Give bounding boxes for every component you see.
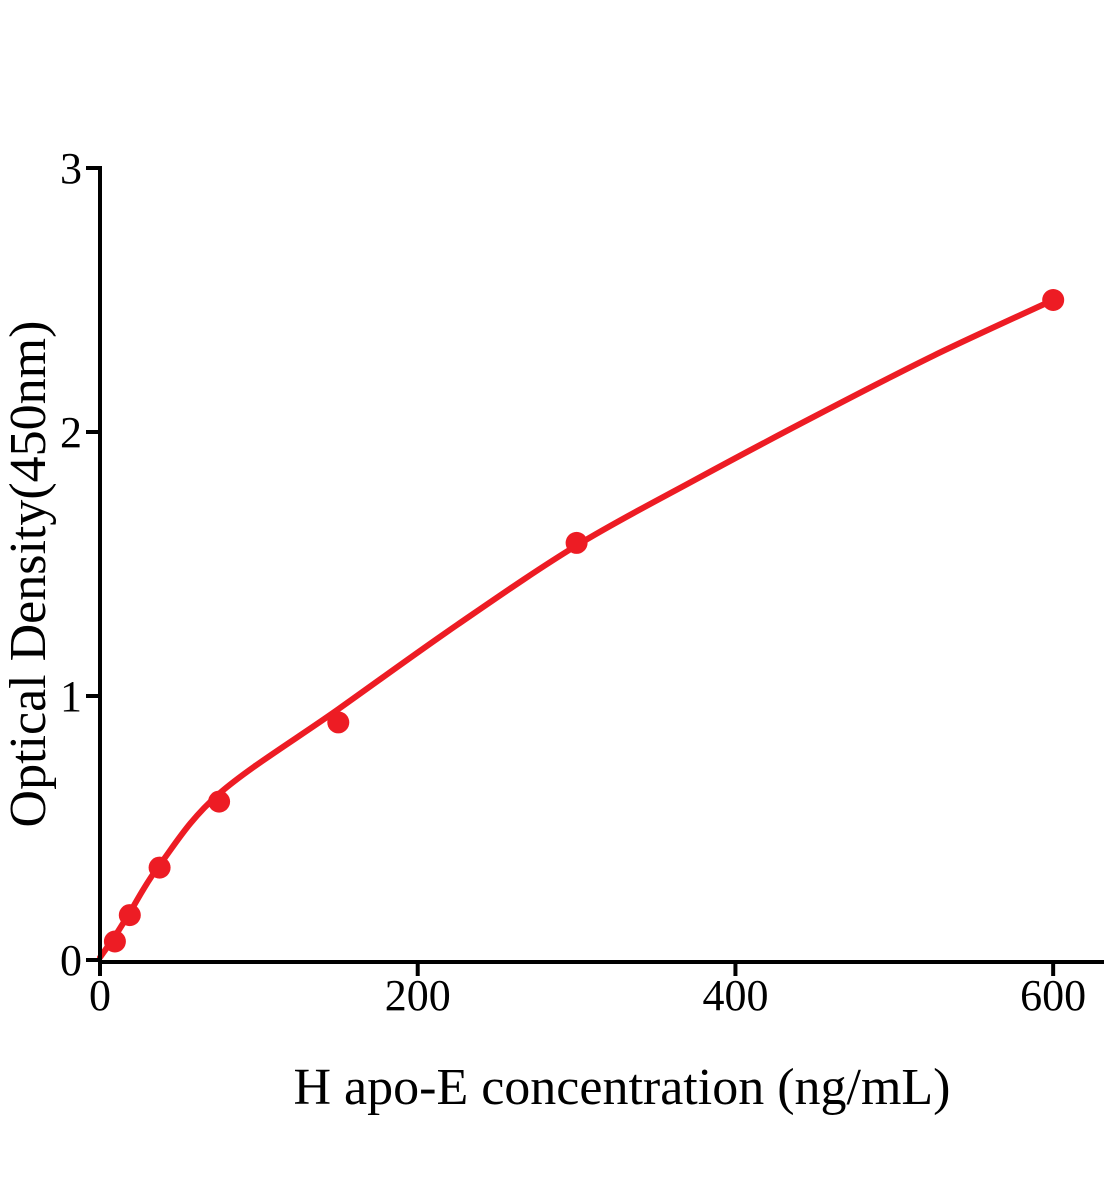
y-tick-label: 0 [60,936,82,985]
y-tick-label: 2 [60,408,82,457]
data-point-marker [1042,289,1065,311]
data-point-marker [103,930,126,953]
data-point-marker [148,856,171,879]
y-axis-title: Optical Density(450nm) [0,320,57,828]
y-tick-label: 3 [60,144,82,193]
x-axis-title: H apo-E concentration (ng/mL) [293,1059,951,1116]
x-tick-label: 0 [89,971,111,1020]
data-point-marker [565,531,588,554]
data-point-marker [327,711,350,734]
y-tick-label: 1 [60,672,82,721]
data-point-marker [208,790,231,813]
x-tick-label: 400 [702,971,768,1020]
data-point-marker [118,904,141,927]
fitted-curve [97,297,1057,961]
x-tick-label: 200 [385,971,451,1020]
x-tick-label: 600 [1020,971,1086,1020]
